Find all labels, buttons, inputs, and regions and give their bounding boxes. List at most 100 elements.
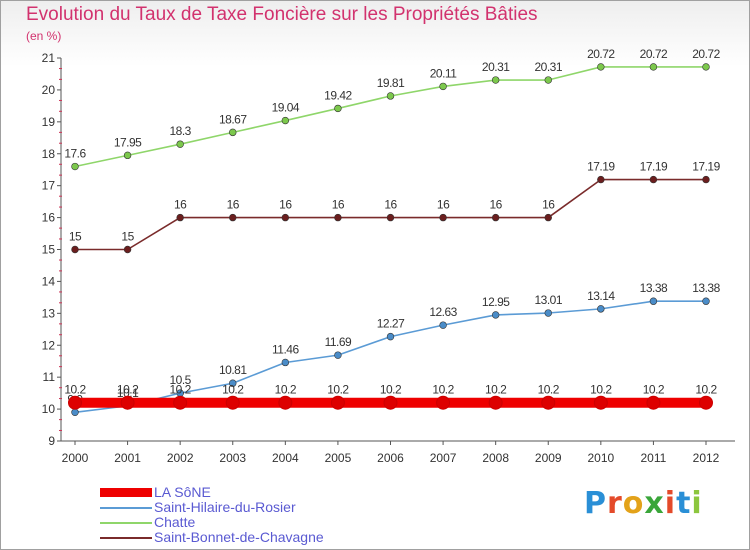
data-label: 15 — [121, 230, 134, 244]
data-point — [491, 311, 500, 319]
data-point — [383, 395, 398, 410]
y-tick-label: 11 — [43, 370, 56, 384]
data-label: 13.38 — [692, 281, 720, 295]
x-tick-label: 2007 — [430, 451, 457, 465]
y-tick-label: 17 — [42, 179, 56, 193]
data-label: 16 — [227, 198, 240, 212]
y-tick-label: 12 — [42, 338, 56, 352]
data-label: 18.67 — [219, 112, 247, 126]
data-point — [597, 175, 605, 184]
y-tick-label: 21 — [42, 51, 56, 65]
data-point — [491, 76, 500, 84]
data-label: 16 — [542, 198, 555, 212]
chart-plot: 9 10 11 12 13 14 15 16 17 18 19 20 21 2000 2001 2002 200… — [42, 47, 735, 465]
y-tick-label: 20 — [42, 83, 56, 97]
data-label: 19.42 — [324, 88, 352, 102]
x-tick-label: 2006 — [377, 451, 404, 465]
data-point — [439, 213, 447, 222]
data-point — [229, 379, 237, 387]
data-point — [436, 395, 451, 410]
x-tick-label: 2009 — [535, 451, 562, 465]
x-tick-label: 2008 — [482, 451, 509, 465]
data-label: 10.2 — [432, 383, 454, 397]
data-point — [123, 151, 132, 160]
y-tick-label: 14 — [42, 274, 56, 288]
y-tick-label: 9 — [48, 434, 55, 448]
data-point — [544, 213, 552, 222]
data-point — [176, 140, 184, 148]
legend-label: Saint-Bonnet-de-Chavagne — [154, 529, 324, 545]
data-point — [173, 395, 188, 410]
data-label: 13.01 — [534, 293, 562, 307]
data-point — [541, 395, 556, 410]
data-point — [281, 116, 290, 125]
data-point — [439, 321, 447, 329]
data-point — [71, 408, 79, 416]
y-tick-label: 16 — [42, 211, 56, 225]
data-label: 10.2 — [275, 383, 297, 397]
x-tick-label: 2000 — [62, 451, 89, 465]
y-tick-label: 15 — [42, 243, 56, 257]
data-point — [334, 213, 342, 222]
data-label: 13.14 — [587, 289, 615, 303]
data-label: 16 — [332, 198, 345, 212]
data-point — [176, 213, 184, 222]
data-label: 20.72 — [640, 47, 668, 61]
data-point — [71, 245, 79, 254]
data-point — [649, 63, 658, 71]
data-label: 16 — [384, 198, 397, 212]
data-label: 10.2 — [538, 383, 560, 397]
data-label: 10.1 — [117, 386, 139, 400]
data-label: 10.2 — [380, 383, 402, 397]
data-point — [71, 162, 79, 171]
data-label: 10.2 — [327, 383, 349, 397]
x-tick-label: 2010 — [587, 451, 614, 465]
legend-swatch — [100, 522, 152, 524]
data-point — [229, 213, 237, 222]
data-point — [229, 128, 237, 137]
data-label: 10.2 — [485, 383, 507, 397]
data-point — [702, 63, 710, 71]
data-label: 16 — [489, 198, 502, 212]
data-label: 12.95 — [482, 295, 510, 309]
x-tick-label: 2005 — [325, 451, 352, 465]
data-point — [439, 82, 447, 91]
chart-unit: (en %) — [26, 29, 62, 43]
y-tick-label: 13 — [42, 306, 56, 320]
data-point — [646, 395, 661, 410]
data-label: 10.5 — [169, 373, 191, 387]
data-label: 17.6 — [64, 147, 86, 161]
data-point — [699, 395, 713, 410]
data-point — [488, 395, 503, 410]
data-label: 16 — [174, 198, 187, 212]
data-label: 17.19 — [587, 160, 615, 174]
data-label: 10.2 — [590, 383, 612, 397]
data-label: 16 — [279, 198, 292, 212]
y-tick-label: 10 — [42, 402, 56, 416]
x-tick-label: 2004 — [272, 451, 299, 465]
data-point — [334, 351, 342, 359]
data-label: 18.3 — [169, 124, 191, 138]
data-point — [120, 395, 135, 410]
data-label: 20.31 — [482, 60, 510, 74]
chart-title: Evolution du Taux de Taxe Foncière sur l… — [26, 4, 538, 25]
data-label: 12.63 — [429, 305, 457, 319]
data-point — [386, 332, 395, 341]
data-point — [281, 358, 290, 367]
legend-swatch — [100, 507, 152, 509]
data-point — [702, 297, 710, 305]
data-point — [225, 395, 240, 410]
y-tick-label: 19 — [42, 115, 56, 129]
y-tick-label: 18 — [42, 147, 56, 161]
data-point — [649, 297, 658, 305]
data-point — [278, 395, 293, 410]
legend-swatch — [100, 537, 152, 539]
data-label: 20.72 — [692, 47, 720, 61]
data-label: 13.38 — [640, 281, 668, 295]
data-label: 10.2 — [695, 383, 717, 397]
x-tick-label: 2011 — [641, 451, 667, 465]
data-label: 16 — [437, 198, 450, 212]
data-label: 19.04 — [272, 101, 300, 115]
legend-label: LA SôNE — [154, 484, 211, 500]
